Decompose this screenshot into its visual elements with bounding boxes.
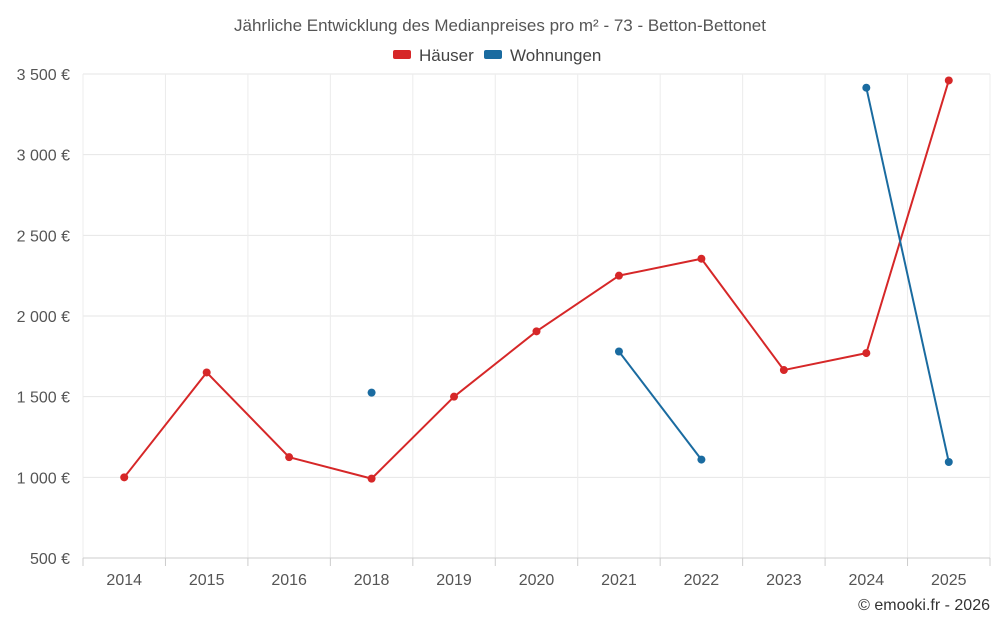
y-tick-label: 1 000 €: [17, 470, 70, 487]
legend-swatch-wohnungen: [484, 50, 502, 59]
series-layer: [120, 76, 953, 483]
x-tick-label: 2015: [189, 572, 225, 589]
legend-swatch-haeuser: [393, 50, 411, 59]
data-point-haeuser: [120, 473, 129, 482]
data-point-haeuser: [697, 254, 706, 263]
data-point-wohnungen: [862, 83, 871, 92]
data-point-haeuser: [614, 271, 623, 280]
data-point-haeuser: [202, 368, 211, 377]
x-tick-label: 2023: [766, 572, 802, 589]
x-tick-label: 2016: [271, 572, 307, 589]
data-point-haeuser: [862, 349, 871, 358]
x-tick-label: 2025: [931, 572, 967, 589]
grid: [82, 73, 991, 558]
x-tick-label: 2021: [601, 572, 637, 589]
data-point-wohnungen: [944, 458, 953, 467]
y-tick-label: 3 000 €: [17, 148, 70, 165]
y-tick-label: 1 500 €: [17, 390, 70, 407]
y-axis: 500 € 1 000 € 1 500 € 2 000 € 2 500 € 3 000 €…: [17, 67, 70, 568]
data-point-haeuser: [450, 392, 459, 401]
chart-title: Jährliche Entwicklung des Medianpreises …: [234, 16, 766, 35]
x-tick-label: 2022: [684, 572, 720, 589]
y-tick-label: 2 500 €: [17, 228, 70, 245]
data-point-haeuser: [779, 366, 788, 375]
x-tick-label: 2018: [354, 572, 390, 589]
data-point-haeuser: [532, 327, 541, 336]
data-point-wohnungen: [614, 347, 623, 356]
legend-item-haeuser[interactable]: Häuser: [393, 46, 474, 65]
credit: © emooki.fr - 2026: [858, 597, 990, 614]
data-point-haeuser: [944, 76, 953, 85]
data-point-haeuser: [285, 453, 294, 462]
y-tick-label: 3 500 €: [17, 67, 70, 84]
x-tick-label: 2019: [436, 572, 472, 589]
x-tick-label: 2024: [849, 572, 885, 589]
legend-label-haeuser: Häuser: [419, 46, 474, 65]
data-point-haeuser: [367, 474, 376, 483]
series-line-wohnungen: [865, 87, 950, 463]
legend-label-wohnungen: Wohnungen: [510, 46, 601, 65]
y-tick-label: 500 €: [30, 551, 70, 568]
legend: Häuser Wohnungen: [393, 46, 601, 65]
x-tick-label: 2014: [106, 572, 142, 589]
data-point-wohnungen: [367, 388, 376, 397]
series-line-wohnungen: [618, 350, 703, 461]
legend-item-wohnungen[interactable]: Wohnungen: [484, 46, 601, 65]
x-axis: 2014 2015 2016 2018 2019 2020 2021 2022 2023 2024…: [82, 557, 991, 589]
x-tick-label: 2020: [519, 572, 555, 589]
data-point-wohnungen: [697, 455, 706, 464]
y-tick-label: 2 000 €: [17, 309, 70, 326]
